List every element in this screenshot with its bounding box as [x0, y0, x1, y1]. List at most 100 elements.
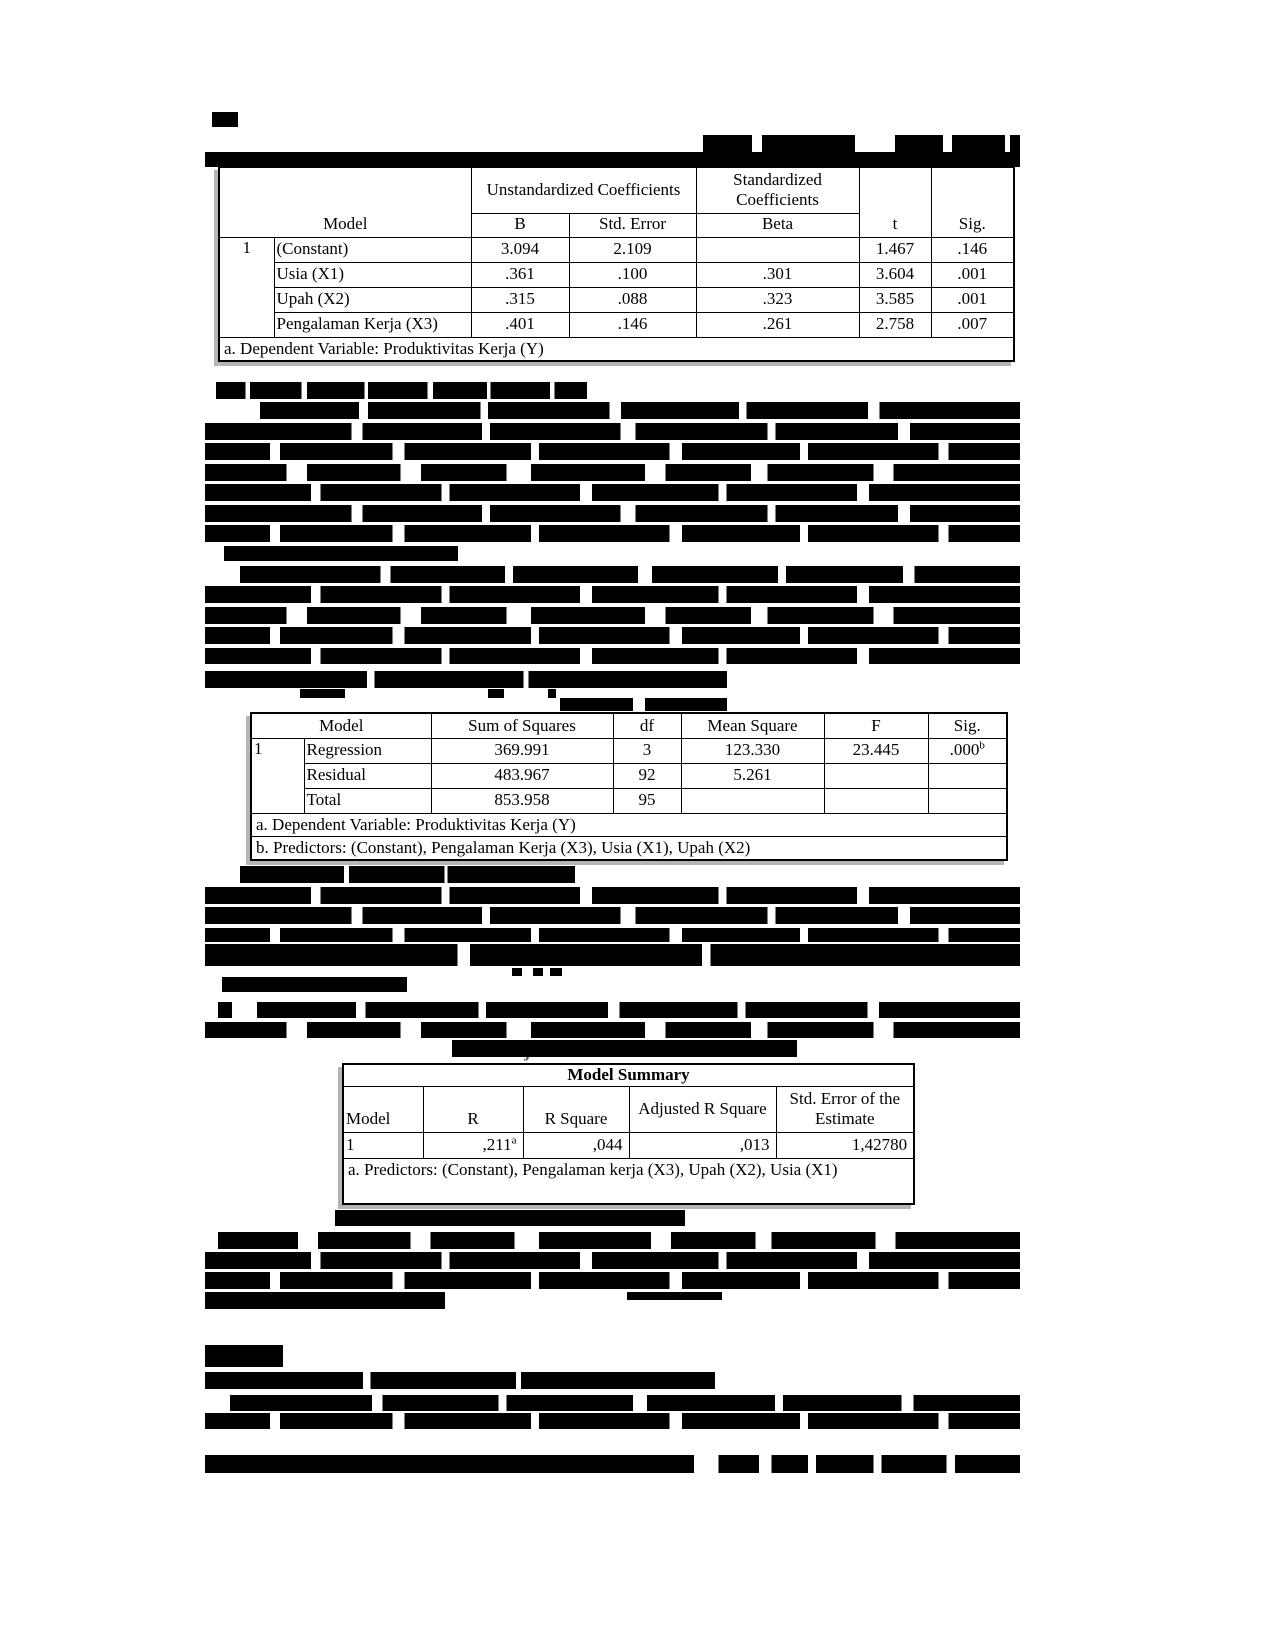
adjusted-r-square-cell: ,013	[628, 1131, 777, 1159]
r-cell: ,211a	[422, 1131, 524, 1159]
redacted-text-line	[205, 1022, 1020, 1038]
r-value: ,211	[482, 1134, 512, 1154]
model-number-cell: 1	[342, 1131, 424, 1159]
redacted-text-line	[335, 1210, 685, 1226]
redacted-text-fragment	[218, 1002, 232, 1018]
table-row: Usia (X1) .361 .100 .301 3.604 .001	[219, 261, 1015, 288]
adjusted-r-square-column-header: Adjusted R Square	[628, 1085, 777, 1133]
sum-of-squares-cell: 483.967	[430, 762, 614, 789]
redacted-text-line	[205, 907, 1020, 924]
redacted-text-line	[257, 1002, 1020, 1018]
dependent-variable-footnote: a. Dependent Variable: Produktivitas Ker…	[250, 812, 1008, 837]
redacted-text-line	[240, 866, 575, 883]
dependent-variable-footnote: a. Dependent Variable: Produktivitas Ker…	[218, 336, 1015, 362]
coefficients-header-row-2: B Std. Error Beta	[219, 212, 1014, 238]
redacted-text-line	[205, 484, 1020, 501]
redacted-caption-fragment	[488, 689, 504, 698]
redacted-title-fragment	[762, 135, 855, 153]
std-error-cell: .088	[568, 286, 697, 313]
redacted-text-fragment	[627, 1292, 722, 1300]
model-summary-table: Model Summary Model R R Square Adjusted …	[342, 1063, 916, 1205]
redacted-text-line	[205, 1252, 1020, 1269]
sig-column-header: Sig.	[927, 712, 1008, 739]
redacted-text-line	[205, 648, 1020, 664]
sig-cell: .001	[930, 286, 1015, 313]
sig-cell: .000b	[927, 737, 1008, 764]
std-error-column-header: Std. Error	[568, 212, 697, 238]
f-cell: 23.445	[823, 737, 929, 764]
mean-square-cell: 123.330	[680, 737, 825, 764]
b-cell: 3.094	[470, 236, 570, 263]
t-cell: 1.467	[858, 236, 932, 263]
predictor-label-cell: Usia (X1)	[273, 261, 472, 288]
redacted-text-line	[205, 607, 1020, 624]
coefficients-header-row-1: Model Unstandardized Coefficients Standa…	[218, 166, 1015, 238]
std-error-cell: .146	[568, 311, 697, 338]
redacted-text-line	[205, 671, 727, 688]
table-row: 1 ,211a ,044 ,013 1,42780	[342, 1131, 915, 1159]
redacted-text-line	[216, 382, 587, 399]
sig-cell: .007	[930, 311, 1015, 338]
redacted-text-line	[260, 402, 1020, 419]
r-superscript: a	[511, 1134, 517, 1147]
f-cell	[823, 787, 929, 814]
model-column-header: Model	[342, 1085, 424, 1133]
redacted-text-line	[205, 1455, 1020, 1473]
predictors-footnote: b. Predictors: (Constant), Pengalaman Ke…	[250, 835, 1008, 861]
redacted-caption-fragment	[300, 689, 345, 698]
r-column-header: R	[422, 1085, 524, 1133]
sum-of-squares-cell: 369.991	[430, 737, 614, 764]
f-cell	[823, 762, 929, 789]
redacted-text-line	[230, 1395, 1020, 1411]
table-footnote-row: a. Dependent Variable: Produktivitas Ker…	[218, 336, 1015, 362]
beta-cell	[695, 236, 860, 263]
beta-cell: .261	[695, 311, 860, 338]
redacted-text-line	[222, 977, 407, 992]
redacted-text-line	[205, 1413, 1020, 1429]
redacted-text-line	[205, 464, 1020, 481]
sig-superscript: b	[979, 739, 985, 752]
table-row: Total 853.958 95	[251, 787, 1008, 814]
table-footnote-row: a. Dependent Variable: Produktivitas Ker…	[250, 812, 1008, 837]
std-error-cell: .100	[568, 261, 697, 288]
t-cell: 3.604	[858, 261, 932, 288]
unstandardized-coefficients-header: Unstandardized Coefficients	[470, 166, 697, 214]
redacted-text-line	[205, 586, 1020, 603]
sig-column-header: Sig.	[930, 166, 1015, 238]
model-column-header: Model	[218, 166, 472, 238]
model-number-cell: 1	[218, 236, 275, 338]
model-summary-title-row: Model Summary	[342, 1063, 915, 1087]
model-summary-header-row: Model R R Square Adjusted R Square Std. …	[342, 1085, 915, 1133]
table-footnote-row: b. Predictors: (Constant), Pengalaman Ke…	[250, 835, 1008, 861]
redacted-text-fragment	[533, 968, 543, 976]
df-cell: 3	[612, 737, 682, 764]
redacted-text-line	[205, 1272, 1020, 1289]
redacted-text-line	[205, 1292, 445, 1309]
redacted-text-line	[205, 443, 1020, 460]
b-cell: .361	[470, 261, 570, 288]
redacted-text-line	[240, 566, 1020, 583]
redacted-text-line	[218, 1232, 1020, 1249]
sig-cell: .146	[930, 236, 1015, 263]
redacted-text-line	[205, 423, 1020, 440]
redacted-caption-fragment	[548, 689, 556, 698]
source-label-cell: Residual	[303, 762, 432, 789]
standardized-coefficients-header: Standardized Coefficients	[695, 166, 860, 214]
redacted-text-line	[205, 887, 1020, 904]
redacted-table-title-bar	[205, 152, 1020, 167]
redacted-text-line	[205, 525, 1020, 542]
model-number-cell: 1	[250, 737, 305, 814]
redacted-caption-bar	[452, 1040, 797, 1057]
df-cell: 92	[612, 762, 682, 789]
redacted-title-fragment	[952, 135, 1005, 153]
beta-column-header: Beta	[695, 212, 860, 238]
coefficients-table: Model Unstandardized Coefficients Standa…	[218, 166, 1016, 362]
predictor-label-cell: Pengalaman Kerja (X3)	[273, 311, 472, 338]
predictor-label-cell: Upah (X2)	[273, 286, 472, 313]
redacted-heading	[205, 1345, 283, 1367]
table-row: 1 (Constant) 3.094 2.109 1.467 .146	[218, 236, 1015, 338]
b-cell: .315	[470, 286, 570, 313]
df-column-header: df	[612, 712, 682, 739]
mean-square-cell	[680, 787, 825, 814]
